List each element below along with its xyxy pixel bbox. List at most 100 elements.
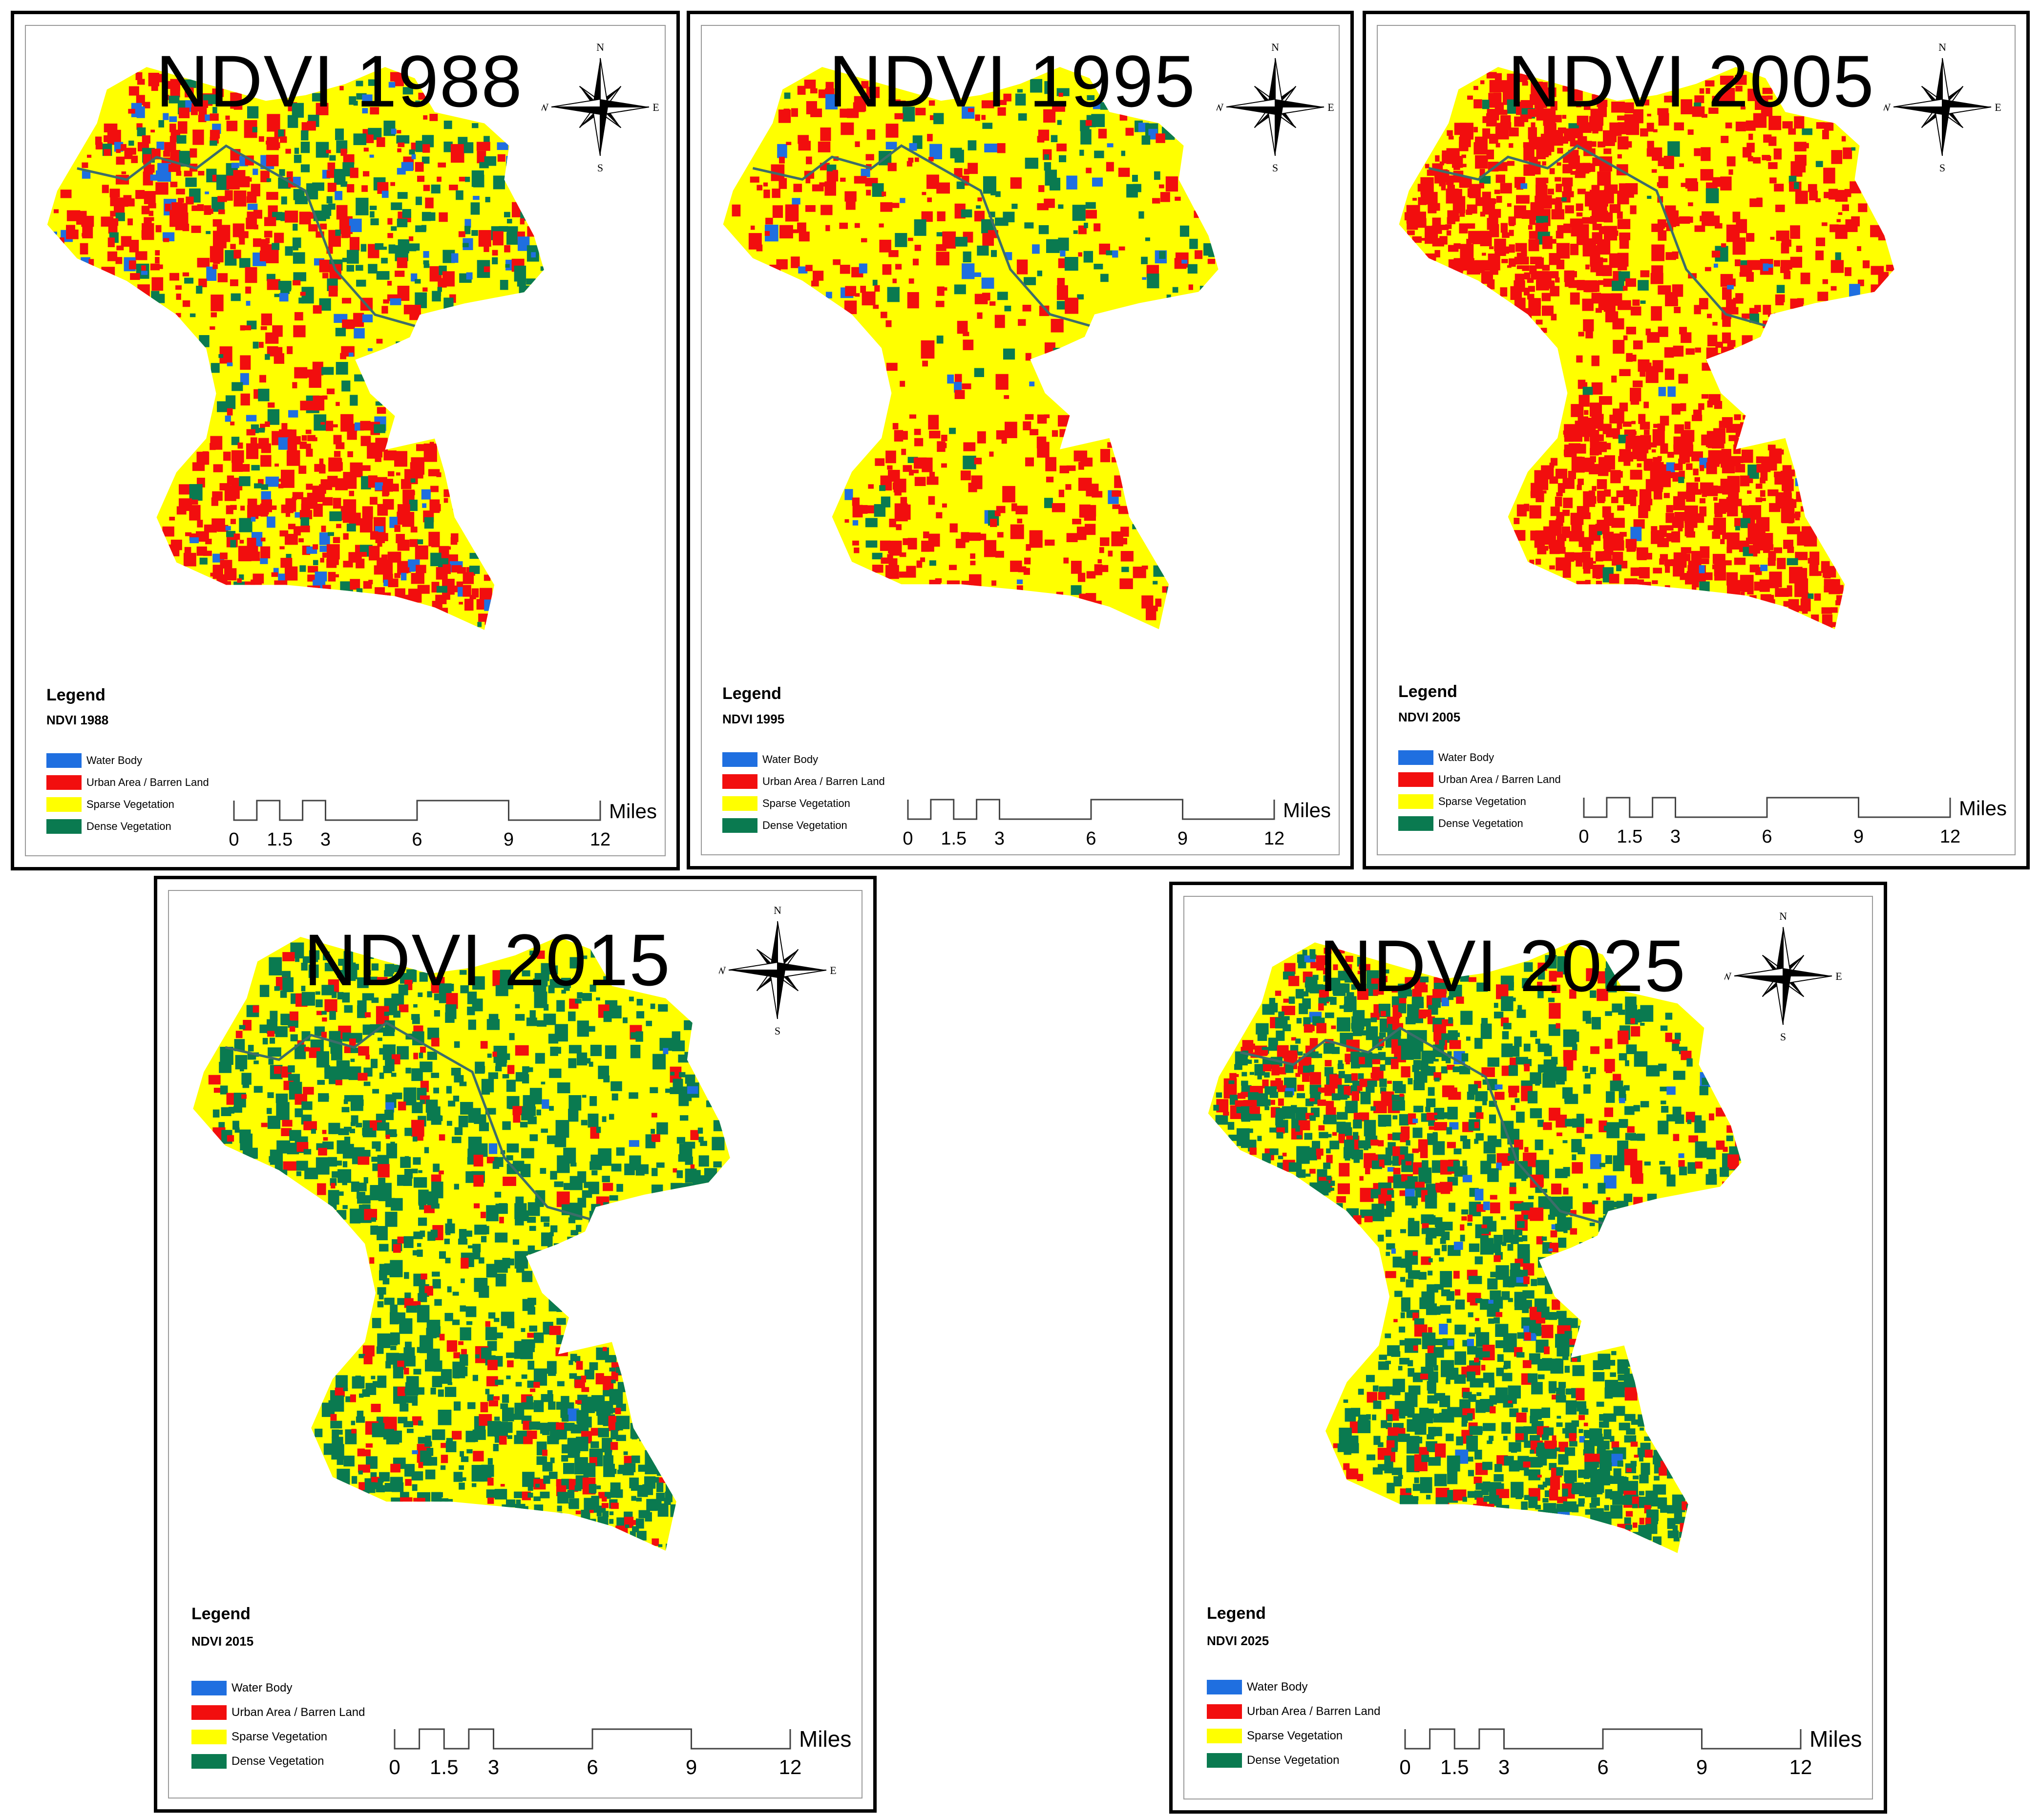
legend-swatch bbox=[1398, 750, 1433, 765]
legend-item: Water Body bbox=[722, 752, 818, 767]
compass-rose-icon: N S E W bbox=[1881, 39, 2001, 175]
compass-letter-w: W bbox=[719, 964, 726, 976]
compass-letter-e: E bbox=[830, 964, 836, 976]
scale-tick-label: 0 bbox=[229, 829, 239, 850]
scale-unit-label: Miles bbox=[1283, 799, 1331, 822]
legend-label: Sparse Vegetation bbox=[86, 798, 174, 810]
legend-label: Dense Vegetation bbox=[762, 819, 847, 831]
compass-letter-s: S bbox=[1780, 1031, 1786, 1043]
legend-swatch bbox=[1207, 1753, 1242, 1768]
legend-item: Dense Vegetation bbox=[46, 819, 171, 834]
region-map bbox=[723, 67, 1219, 630]
legend-label: Dense Vegetation bbox=[1438, 817, 1523, 829]
legend-item: Dense Vegetation bbox=[722, 818, 847, 833]
legend-swatch bbox=[46, 819, 82, 834]
scale-bar: 0 1.5 3 6 9 12 Miles bbox=[903, 799, 1331, 849]
river-line bbox=[1428, 144, 1796, 349]
legend-swatch bbox=[1398, 794, 1433, 809]
legend-item: Sparse Vegetation bbox=[1207, 1728, 1343, 1744]
scale-tick-label: 12 bbox=[590, 829, 610, 850]
river-line bbox=[77, 144, 445, 350]
map-title: NDVI 1988 bbox=[156, 40, 523, 122]
scale-unit-label: Miles bbox=[609, 800, 657, 823]
region-map bbox=[193, 937, 730, 1551]
legend-subtitle: NDVI 2005 bbox=[1398, 710, 1461, 724]
scale-tick-label: 3 bbox=[1498, 1756, 1510, 1778]
legend-heading: Legend bbox=[1398, 682, 1457, 701]
legend-label: Sparse Vegetation bbox=[1247, 1729, 1343, 1742]
legend-swatch bbox=[191, 1681, 227, 1695]
legend-label: Urban Area / Barren Land bbox=[1438, 773, 1561, 785]
legend-item: Urban Area / Barren Land bbox=[722, 774, 885, 789]
legend-swatch bbox=[191, 1754, 227, 1769]
map-title: NDVI 2015 bbox=[304, 919, 671, 1001]
scale-tick-label: 1.5 bbox=[1617, 826, 1642, 847]
legend-swatch bbox=[191, 1705, 227, 1720]
legend-heading: Legend bbox=[722, 684, 781, 703]
scale-tick-label: 12 bbox=[1940, 826, 1960, 847]
legend-item: Urban Area / Barren Land bbox=[1398, 772, 1561, 787]
scale-tick-label: 6 bbox=[1762, 826, 1772, 847]
legend-label: Urban Area / Barren Land bbox=[86, 776, 209, 788]
legend-heading: Legend bbox=[191, 1605, 251, 1623]
compass-rose-graphic: N S E W bbox=[539, 41, 659, 174]
legend-label: Urban Area / Barren Land bbox=[762, 775, 885, 787]
legend-label: Water Body bbox=[1247, 1680, 1308, 1693]
legend-label: Sparse Vegetation bbox=[231, 1730, 328, 1743]
legend-item: Sparse Vegetation bbox=[1398, 794, 1526, 809]
legend-subtitle: NDVI 2015 bbox=[191, 1634, 254, 1649]
legend-heading: Legend bbox=[46, 686, 105, 704]
compass-letter-w: W bbox=[1725, 970, 1732, 982]
compass-rose-icon: N S E W bbox=[716, 902, 837, 1038]
legend-item: Water Body bbox=[46, 753, 142, 768]
legend-label: Water Body bbox=[762, 753, 819, 765]
legend-swatch bbox=[722, 796, 757, 811]
scale-tick-label: 9 bbox=[1178, 828, 1188, 849]
map-frame bbox=[168, 890, 862, 1799]
scale-tick-label: 0 bbox=[1399, 1756, 1410, 1778]
legend-label: Dense Vegetation bbox=[231, 1755, 324, 1768]
map-frame bbox=[701, 25, 1340, 855]
scale-tick-label: 0 bbox=[903, 828, 913, 849]
scale-bar-line bbox=[907, 799, 1275, 820]
scale-tick-label: 6 bbox=[1086, 828, 1096, 849]
legend-item: Urban Area / Barren Land bbox=[46, 775, 209, 790]
compass-rose-graphic: N S E W bbox=[716, 904, 837, 1037]
compass-rose-icon: N S E W bbox=[1722, 908, 1842, 1044]
scale-tick-label: 9 bbox=[686, 1756, 697, 1778]
map-title: NDVI 2005 bbox=[1508, 40, 1875, 122]
map-panel-2015: NDVI 2015 N S E W Legend NDVI 2015 Water Bo… bbox=[154, 876, 877, 1813]
scale-bar: 0 1.5 3 6 9 12 Miles bbox=[229, 800, 657, 850]
legend-swatch bbox=[722, 752, 757, 767]
map-panel-2025: NDVI 2025 N S E W Legend NDVI 2025 Water Bo… bbox=[1169, 882, 1887, 1814]
legend-item: Dense Vegetation bbox=[1398, 816, 1523, 831]
compass-letter-w: W bbox=[1884, 101, 1891, 113]
legend-swatch bbox=[722, 774, 757, 789]
legend-swatch bbox=[46, 753, 82, 768]
legend-label: Sparse Vegetation bbox=[762, 797, 850, 809]
compass-letter-s: S bbox=[597, 162, 603, 174]
compass-letter-w: W bbox=[542, 101, 549, 113]
scale-bar: 0 1.5 3 6 9 12 Miles bbox=[1399, 1726, 1862, 1778]
scale-tick-label: 1.5 bbox=[430, 1756, 458, 1778]
legend-swatch bbox=[1207, 1704, 1242, 1719]
scale-tick-label: 3 bbox=[1670, 826, 1681, 847]
legend-item: Water Body bbox=[1207, 1679, 1308, 1695]
scale-tick-label: 12 bbox=[1789, 1756, 1812, 1778]
scale-bar-line bbox=[233, 800, 601, 821]
legend-swatch bbox=[1398, 816, 1433, 831]
legend-swatch bbox=[722, 818, 757, 833]
scale-tick-label: 3 bbox=[488, 1756, 499, 1778]
scale-tick-label: 6 bbox=[587, 1756, 598, 1778]
scale-bar-line bbox=[1404, 1728, 1802, 1750]
scale-bar-line bbox=[394, 1728, 791, 1750]
scale-tick-label: 1.5 bbox=[941, 828, 967, 849]
compass-letter-e: E bbox=[1327, 101, 1334, 113]
compass-rose-graphic: N S E W bbox=[1214, 41, 1334, 174]
legend-item: Water Body bbox=[191, 1680, 293, 1696]
compass-letter-e: E bbox=[652, 101, 659, 113]
legend-label: Urban Area / Barren Land bbox=[1247, 1705, 1381, 1718]
region-map bbox=[1399, 67, 1894, 630]
legend-item: Sparse Vegetation bbox=[722, 796, 850, 811]
map-frame bbox=[1183, 896, 1873, 1799]
